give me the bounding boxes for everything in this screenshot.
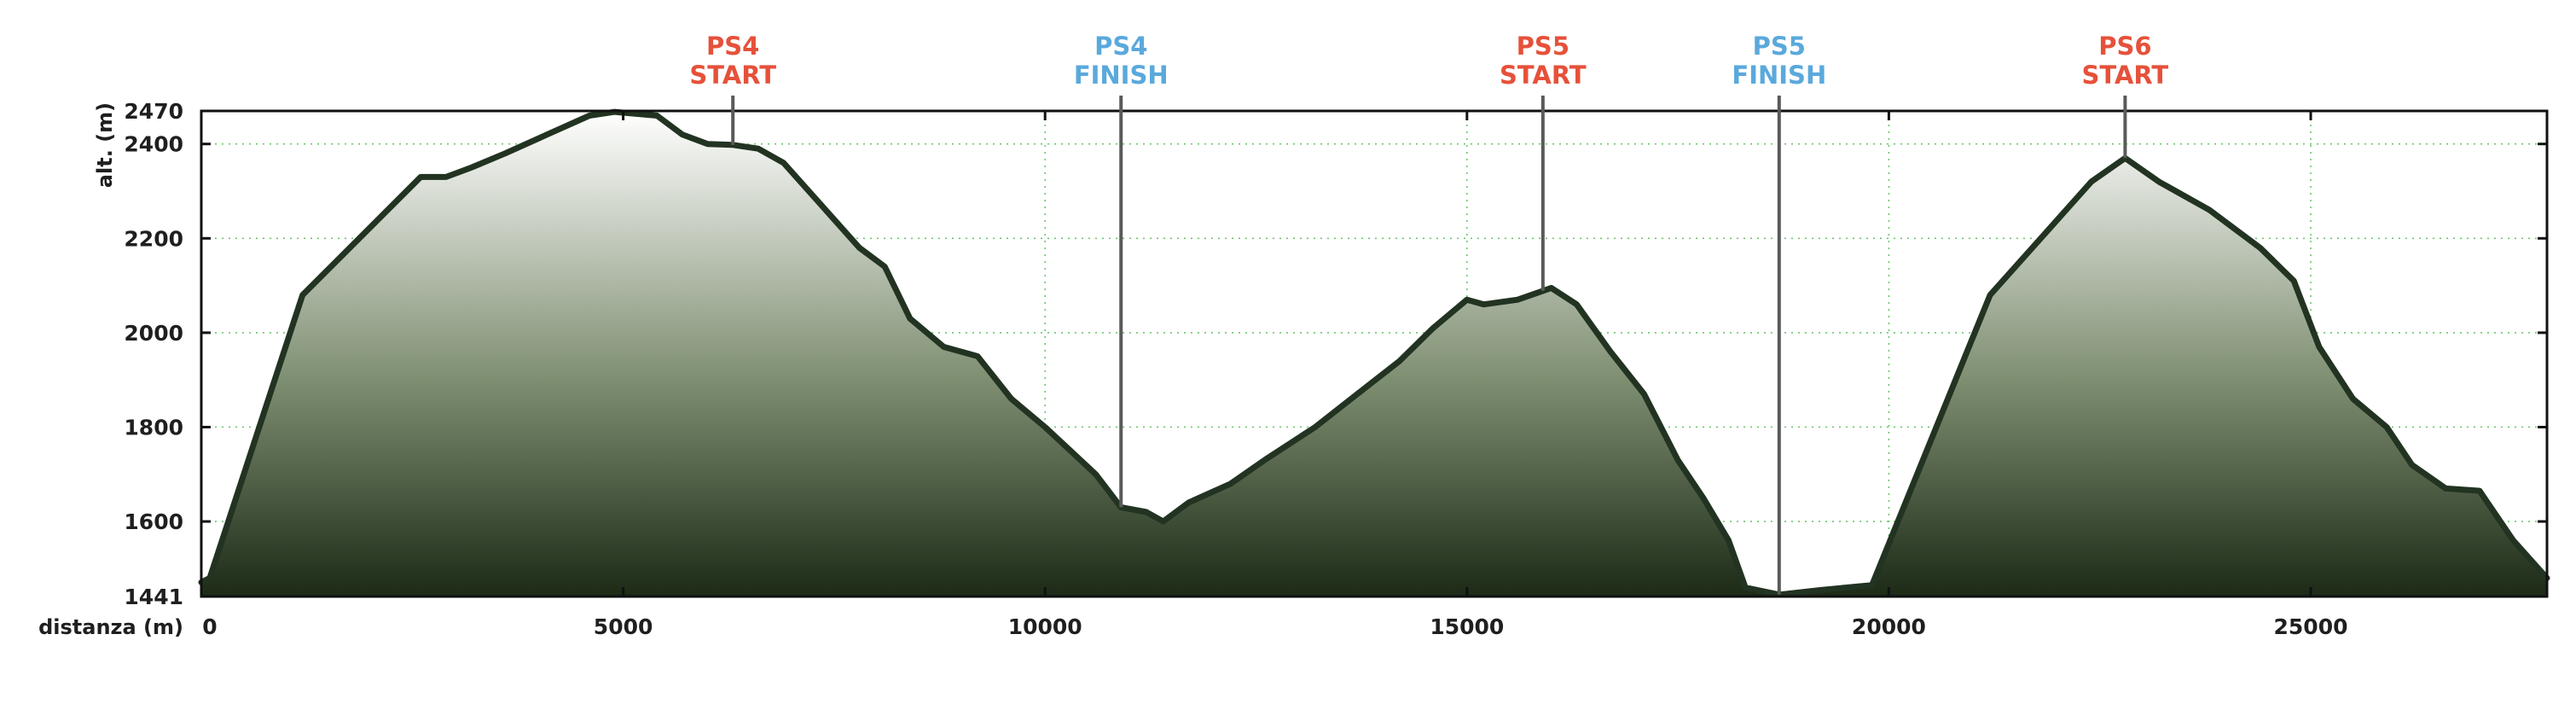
ps5-finish-label-kind: FINISH [1732,61,1826,90]
marker-layer: PS4STARTPS4FINISHPS5STARTPS5FINISHPS6STA… [689,32,2168,595]
y-tick-label-6: 2470 [124,99,183,124]
ps6-start-label-kind: START [2082,61,2169,90]
ps5-finish-label-code: PS5 [1753,32,1806,61]
ps5-start-label-kind: START [1500,61,1587,90]
x-tick-label-5: 25000 [2274,614,2348,639]
ps5-start-label-code: PS5 [1517,32,1569,61]
elevation-area [201,112,2547,597]
y-tick-label-5: 2400 [124,132,183,157]
ps4-start-label-kind: START [689,61,776,90]
y-axis-label: alt. (m) [93,102,117,188]
x-tick-label-0: 0 [202,614,217,639]
y-tick-label-1: 1600 [124,509,183,534]
area-layer [198,108,2550,598]
y-tick-label-4: 2200 [124,226,183,251]
x-axis-label: distanza (m) [38,615,183,639]
plot-border [200,109,2549,598]
tick-layer: 0 5000 10000 15000 20000 25000 1441 1600 1800 200… [124,99,2548,639]
y-tick-label-3: 2000 [124,321,183,346]
ps4-finish-label-code: PS4 [1094,32,1147,61]
ps4-start-label-code: PS4 [706,32,759,61]
plot-frame [200,109,2549,598]
ps4-finish-label-kind: FINISH [1074,61,1169,90]
y-tick-label-0: 1441 [124,585,183,609]
x-tick-label-2: 10000 [1008,614,1082,639]
elevation-line [198,108,2550,598]
x-tick-label-3: 15000 [1430,614,1504,639]
y-tick-label-2: 1800 [124,415,183,439]
x-tick-label-4: 20000 [1852,614,1926,639]
ps6-start-label-code: PS6 [2098,32,2151,61]
x-tick-label-1: 5000 [594,614,653,639]
